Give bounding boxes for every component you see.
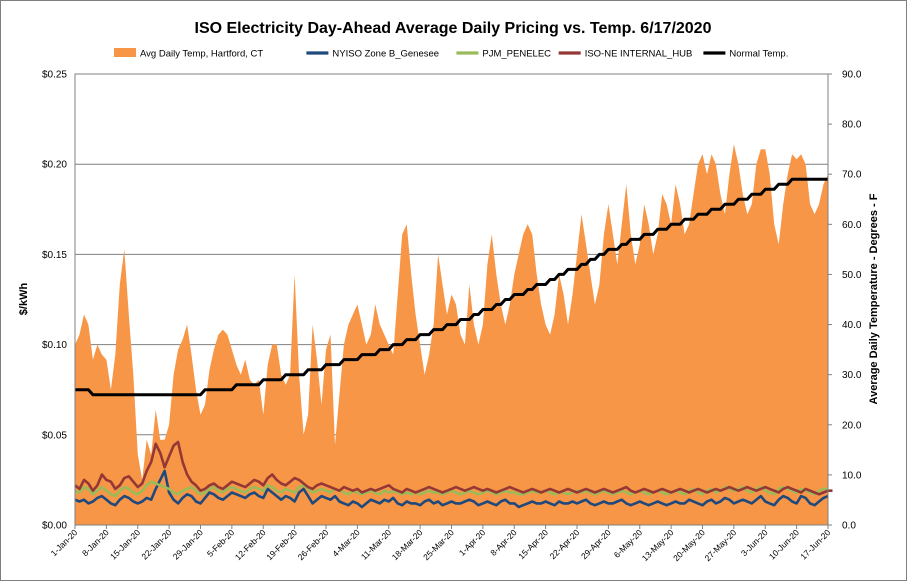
x-tick-label: 26-Feb-20 — [296, 527, 331, 562]
x-tick-label: 1-Apr-20 — [457, 527, 488, 558]
right-tick-label: 0.0 — [842, 521, 856, 532]
right-tick-label: 40.0 — [842, 320, 862, 331]
legend-item-pjm-penelec: PJM_PENELEC — [456, 49, 551, 60]
x-tick-label: 22-Jan-20 — [139, 527, 173, 561]
x-tick-label: 15-Jan-20 — [108, 527, 142, 561]
legend-item-nyiso-zone-b-genesee: NYISO Zone B_Genesee — [306, 49, 439, 60]
left-tick-label: $0.20 — [42, 160, 67, 171]
x-tick-label: 8-Jan-20 — [80, 527, 111, 558]
left-axis-label: $/kWh — [18, 283, 30, 316]
x-tick-label: 22-Apr-20 — [548, 527, 582, 561]
series-line-normal-temp — [75, 177, 828, 397]
x-tick-label: 25-Mar-20 — [421, 527, 456, 562]
right-tick-label: 90.0 — [842, 70, 862, 81]
legend-label: Normal Temp. — [729, 49, 788, 60]
series-area-avg-daily-temp-hartford-ct — [75, 144, 828, 525]
left-tick-label: $0.25 — [42, 70, 67, 81]
x-tick-label: 13-May-20 — [640, 527, 676, 563]
chart-title: ISO Electricity Day-Ahead Average Daily … — [195, 20, 712, 37]
right-tick-label: 20.0 — [842, 420, 862, 431]
x-axis: 1-Jan-20 8-Jan-2015-Jan-2022-Jan-2029-Jan… — [49, 525, 833, 563]
left-tick-label: $0.00 — [42, 521, 67, 532]
legend-label: ISO-NE INTERNAL_HUB — [585, 49, 693, 60]
left-tick-label: $0.05 — [42, 430, 67, 441]
legend-label: NYISO Zone B_Genesee — [332, 49, 439, 60]
x-tick-label: 1-Jan-20 — [49, 527, 80, 558]
price-lines-layer — [74, 177, 833, 509]
legend-label: Avg Daily Temp, Hartford, CT — [140, 49, 263, 60]
series-line-pjm-penelec — [74, 480, 828, 498]
legend-item-normal-temp: Normal Temp. — [703, 49, 788, 60]
x-tick-label: 20-May-20 — [671, 527, 707, 563]
x-tick-label: 4-Mar-20 — [330, 527, 362, 559]
right-tick-label: 80.0 — [842, 120, 862, 131]
x-tick-label: 11-Mar-20 — [359, 527, 394, 562]
right-axis: 0.0 10.0 20.0 30.0 40.0 50.0 60.0 70.0 80.0 90.0 — [828, 70, 862, 532]
right-axis-label: Average Daily Temperature - Degrees - F — [868, 193, 880, 404]
x-tick-label: 10-Jun-20 — [767, 527, 801, 561]
right-tick-label: 10.0 — [842, 470, 862, 481]
right-tick-label: 60.0 — [842, 220, 862, 231]
series-line-iso-ne-internal-hub — [74, 440, 833, 496]
x-tick-label: 8-Apr-20 — [488, 527, 519, 558]
x-tick-label: 6-May-20 — [612, 527, 645, 560]
x-tick-label: 27-May-20 — [702, 527, 738, 563]
right-tick-label: 70.0 — [842, 170, 862, 181]
x-tick-label: 29-Jan-20 — [171, 527, 205, 561]
legend-swatch — [114, 48, 136, 57]
legend-item-avg-daily-temp-hartford-ct: Avg Daily Temp, Hartford, CT — [114, 48, 263, 60]
plot-area — [74, 73, 833, 526]
temperature-area-layer — [75, 144, 828, 525]
x-tick-label: 19-Feb-20 — [264, 527, 299, 562]
x-tick-label: 15-Apr-20 — [516, 527, 550, 561]
left-tick-label: $0.10 — [42, 340, 67, 351]
legend-item-iso-ne-internal-hub: ISO-NE INTERNAL_HUB — [558, 49, 693, 60]
left-tick-label: $0.15 — [42, 250, 67, 261]
x-tick-label: 3-Jun-20 — [739, 527, 770, 558]
x-tick-label: 18-Mar-20 — [390, 527, 425, 562]
x-tick-label: 29-Apr-20 — [579, 527, 613, 561]
legend: Avg Daily Temp, Hartford, CT NYISO Zone B… — [114, 48, 788, 60]
legend-label: PJM_PENELEC — [482, 49, 551, 60]
x-tick-label: 17-Jun-20 — [798, 527, 832, 561]
x-tick-label: 5-Feb-20 — [205, 527, 237, 559]
right-tick-label: 30.0 — [842, 370, 862, 381]
series-line-nyiso-zone-b-genesee — [74, 469, 829, 509]
left-axis: $0.00 $0.05 $0.10 $0.15 $0.20 $0.25 — [42, 70, 67, 532]
right-tick-label: 50.0 — [842, 270, 862, 281]
x-tick-label: 12-Feb-20 — [233, 527, 268, 562]
